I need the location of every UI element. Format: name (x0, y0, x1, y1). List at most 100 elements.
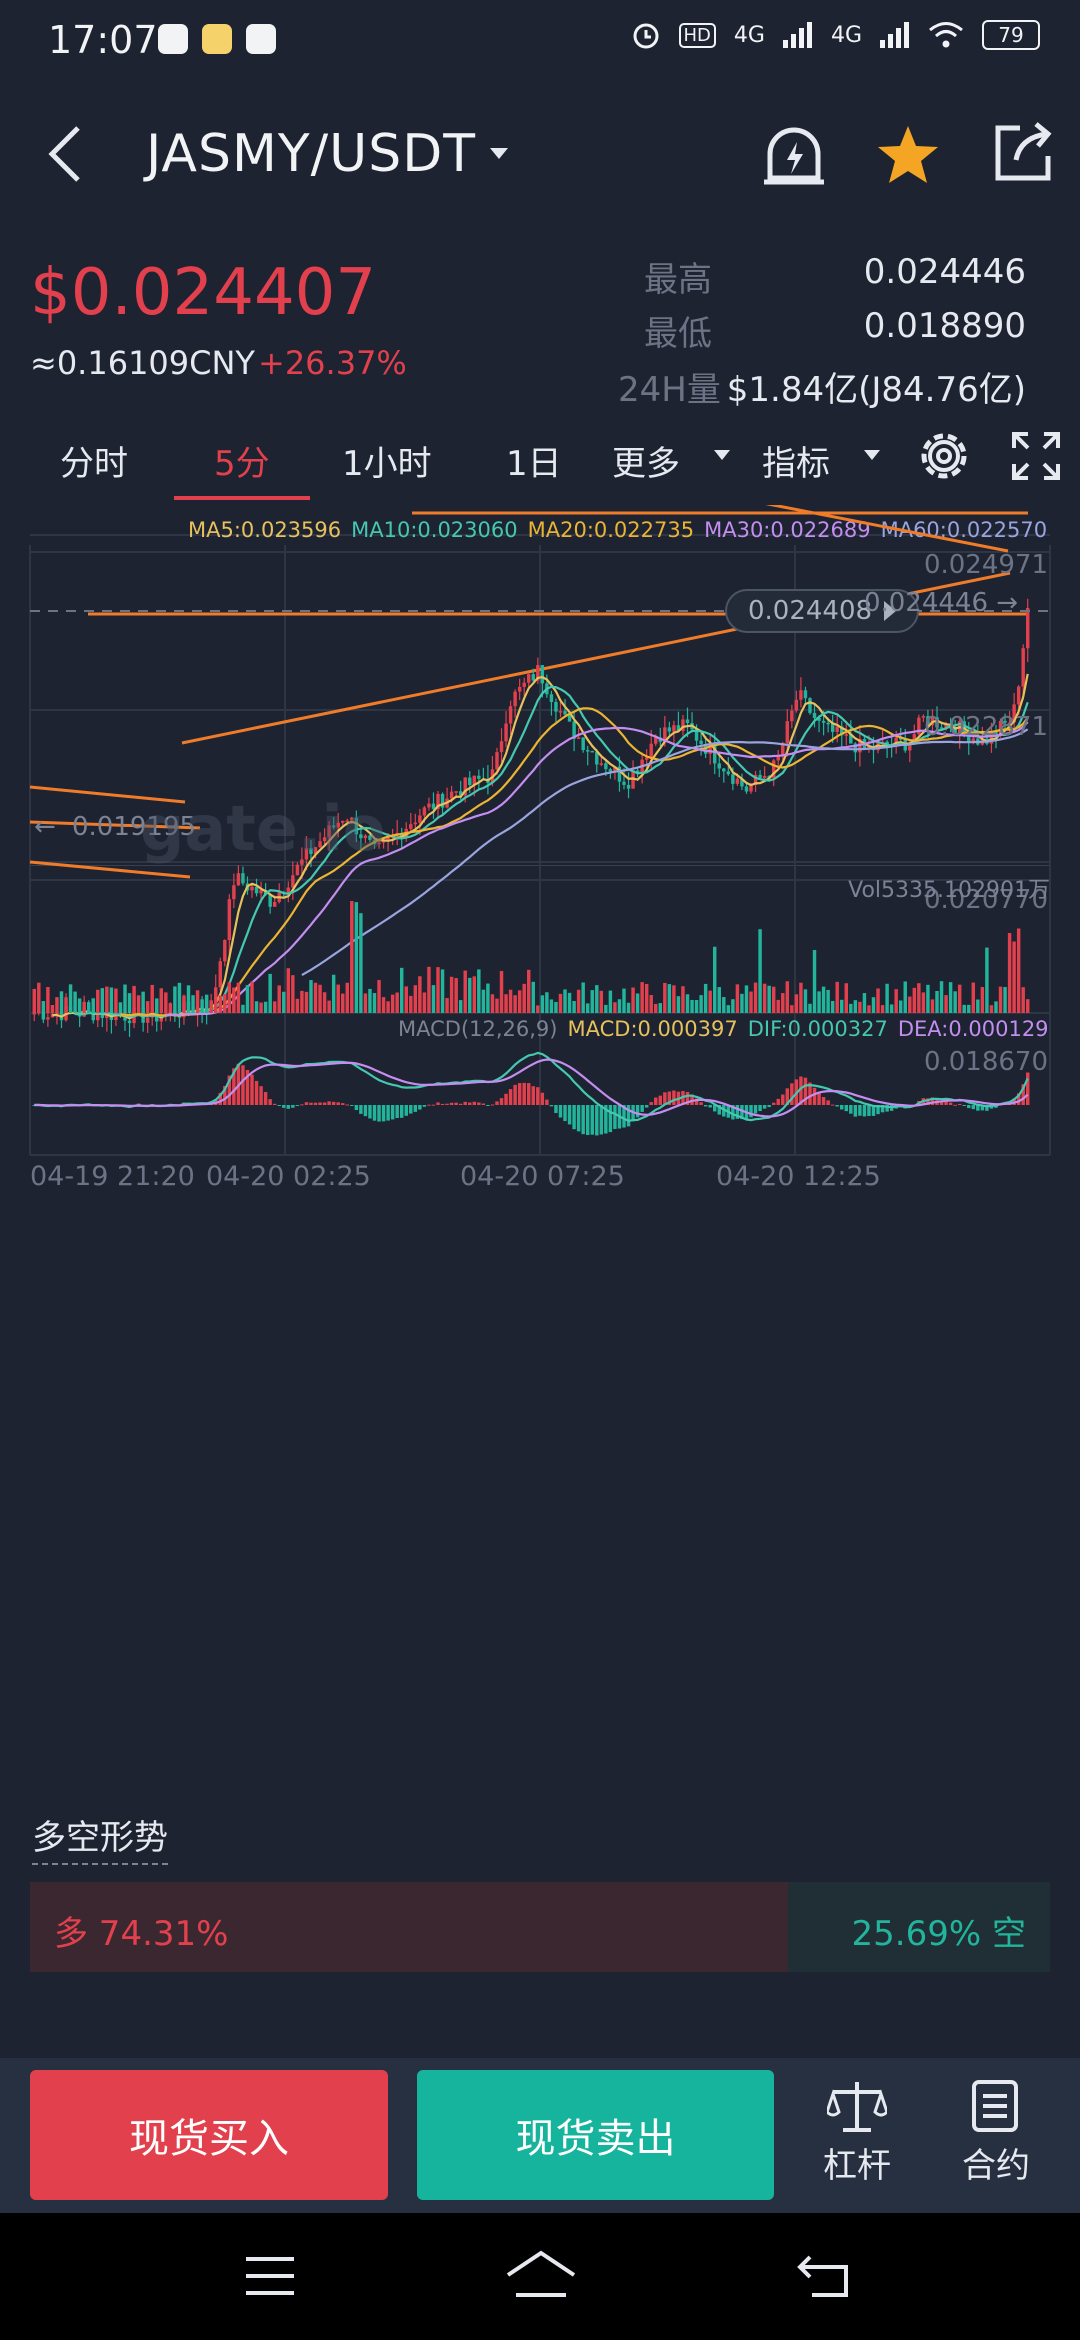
candle (781, 742, 785, 755)
volume-bar (658, 1003, 663, 1013)
volume-bar (472, 976, 477, 1013)
volume-bar (613, 1002, 617, 1013)
volume-bar (177, 982, 182, 1013)
fullscreen-icon[interactable] (1010, 430, 1062, 482)
indicator-dropdown-icon[interactable] (862, 448, 882, 462)
volume-bar (504, 994, 508, 1013)
pair-dropdown-icon[interactable] (488, 146, 510, 162)
candle (295, 864, 300, 876)
volume-bar (377, 980, 381, 1013)
more-dropdown-icon[interactable] (712, 448, 732, 462)
volume-bar (263, 1001, 268, 1013)
macd-histogram-bar (953, 1104, 957, 1106)
menu-icon[interactable] (244, 2255, 296, 2297)
candle (722, 768, 726, 772)
macd-histogram-bar (336, 1102, 340, 1105)
tab-5m[interactable]: 5分 (214, 444, 270, 484)
candle (449, 791, 454, 799)
candle (114, 1013, 118, 1020)
macd-histogram-bar (840, 1105, 844, 1110)
volume-bar (445, 998, 449, 1013)
candle (912, 734, 917, 744)
change-percent: +26.37% (258, 344, 407, 382)
volume-bar (808, 1003, 812, 1013)
back-icon[interactable] (46, 124, 86, 184)
trend-line (765, 505, 1009, 553)
macd-histogram-bar (980, 1105, 985, 1111)
candle (835, 726, 839, 732)
favorite-star-icon[interactable] (876, 124, 940, 186)
macd-histogram-bar (858, 1105, 862, 1116)
macd-histogram-bar (223, 1085, 227, 1105)
candle (917, 717, 921, 735)
candle (508, 706, 513, 724)
volume-bar (486, 983, 490, 1013)
candle (127, 1020, 132, 1024)
share-icon[interactable] (990, 120, 1056, 186)
macd-histogram-bar (399, 1105, 404, 1118)
spot-buy-button[interactable]: 现货买入 (30, 2070, 388, 2200)
settings-gear-icon[interactable] (916, 428, 972, 484)
volume-bar (640, 982, 644, 1013)
candle (790, 710, 794, 722)
leverage-button[interactable]: 杠杆 (802, 2078, 912, 2187)
kline-chart[interactable]: MA5:0.023596 MA10:0.023060 MA20:0.022735 MA… (0, 505, 1080, 1780)
sentiment-title[interactable]: 多空形势 (32, 1810, 168, 1865)
volume-bar (436, 967, 440, 1013)
tab-time[interactable]: 分时 (60, 444, 128, 484)
pair-title[interactable]: JASMY/USDT (146, 124, 477, 184)
volume-bar (168, 1003, 173, 1013)
volume-bar (790, 1005, 794, 1013)
candle (567, 714, 572, 722)
volume-bar (46, 987, 50, 1013)
tab-indicator[interactable]: 指标 (762, 444, 830, 484)
active-tab-underline (174, 496, 310, 500)
candle (740, 778, 744, 787)
candle (527, 674, 531, 683)
leverage-label: 杠杆 (823, 2146, 891, 2186)
candle (159, 1016, 164, 1022)
volume-bar (608, 990, 613, 1013)
macd-histogram-bar (926, 1098, 930, 1105)
macd-histogram-bar (808, 1082, 812, 1105)
tab-more[interactable]: 更多 (612, 444, 680, 484)
candle (617, 766, 622, 782)
wallet-notification-icon (202, 24, 232, 54)
volume-bar (132, 985, 136, 1013)
volume-bar (753, 982, 758, 1013)
volume-bar (817, 991, 821, 1013)
candle (572, 721, 576, 739)
volume-bar (644, 983, 649, 1013)
contract-button[interactable]: 合约 (941, 2078, 1051, 2187)
volume-bar (835, 981, 839, 1013)
volume-bar (409, 995, 413, 1013)
candle (654, 737, 658, 744)
home-icon[interactable] (504, 2249, 578, 2299)
volume-bar (989, 1005, 994, 1013)
top-bar: JASMY/USDT (0, 100, 1080, 210)
macd-histogram-bar (776, 1098, 780, 1105)
macd-histogram-bar (422, 1105, 427, 1107)
macd-histogram-bar (962, 1105, 966, 1106)
volume-bar (849, 1003, 853, 1013)
volume-bar (136, 995, 141, 1013)
signal-icon (782, 22, 812, 48)
candle (758, 774, 762, 778)
volume-bar (771, 986, 776, 1013)
volume-bar (962, 1004, 966, 1013)
volume-bar (150, 984, 154, 1013)
volume-bar (527, 969, 531, 1013)
volume-bar (572, 1000, 576, 1013)
tab-1d[interactable]: 1日 (506, 444, 562, 484)
volume-bar (740, 993, 744, 1013)
macd-histogram-bar (368, 1105, 372, 1119)
volume-bar (930, 999, 935, 1013)
spot-sell-button[interactable]: 现货卖出 (417, 2070, 774, 2200)
tab-1h[interactable]: 1小时 (342, 444, 432, 484)
price-alert-icon[interactable] (760, 120, 828, 192)
macd-histogram-bar (481, 1103, 486, 1105)
candle (826, 722, 830, 725)
back-nav-icon[interactable] (796, 2253, 852, 2299)
macd-histogram-bar (849, 1105, 853, 1114)
candle (286, 887, 291, 893)
